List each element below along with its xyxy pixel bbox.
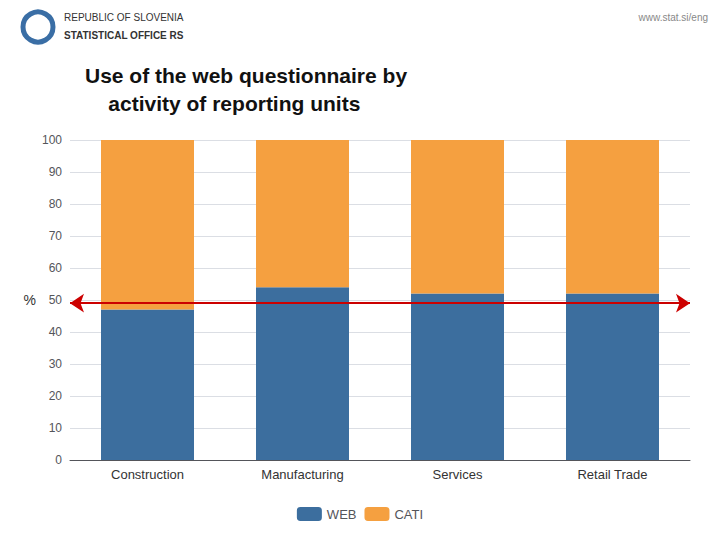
svg-text:Retail Trade: Retail Trade xyxy=(577,467,647,482)
svg-text:Use of the web questionnaire b: Use of the web questionnaire by xyxy=(85,64,407,87)
svg-text:STATISTICAL OFFICE RS: STATISTICAL OFFICE RS xyxy=(64,30,184,41)
svg-text:30: 30 xyxy=(49,357,63,371)
svg-text:activity of reporting units: activity of reporting units xyxy=(85,92,360,115)
svg-text:80: 80 xyxy=(49,197,63,211)
svg-text:WEB: WEB xyxy=(327,507,357,522)
svg-text:Construction: Construction xyxy=(111,467,184,482)
svg-text:Services: Services xyxy=(433,467,483,482)
svg-text:%: % xyxy=(24,292,36,308)
svg-text:CATI: CATI xyxy=(394,507,423,522)
svg-text:100: 100 xyxy=(42,133,62,147)
svg-text:90: 90 xyxy=(49,165,63,179)
svg-text:20: 20 xyxy=(49,389,63,403)
svg-text:www.stat.si/eng: www.stat.si/eng xyxy=(638,12,708,23)
svg-text:0: 0 xyxy=(55,453,62,467)
svg-text:10: 10 xyxy=(49,421,63,435)
svg-text:40: 40 xyxy=(49,325,63,339)
svg-text:60: 60 xyxy=(49,261,63,275)
svg-text:50: 50 xyxy=(49,293,63,307)
svg-text:Manufacturing: Manufacturing xyxy=(261,467,343,482)
svg-text:REPUBLIC OF SLOVENIA: REPUBLIC OF SLOVENIA xyxy=(64,12,184,23)
svg-text:70: 70 xyxy=(49,229,63,243)
